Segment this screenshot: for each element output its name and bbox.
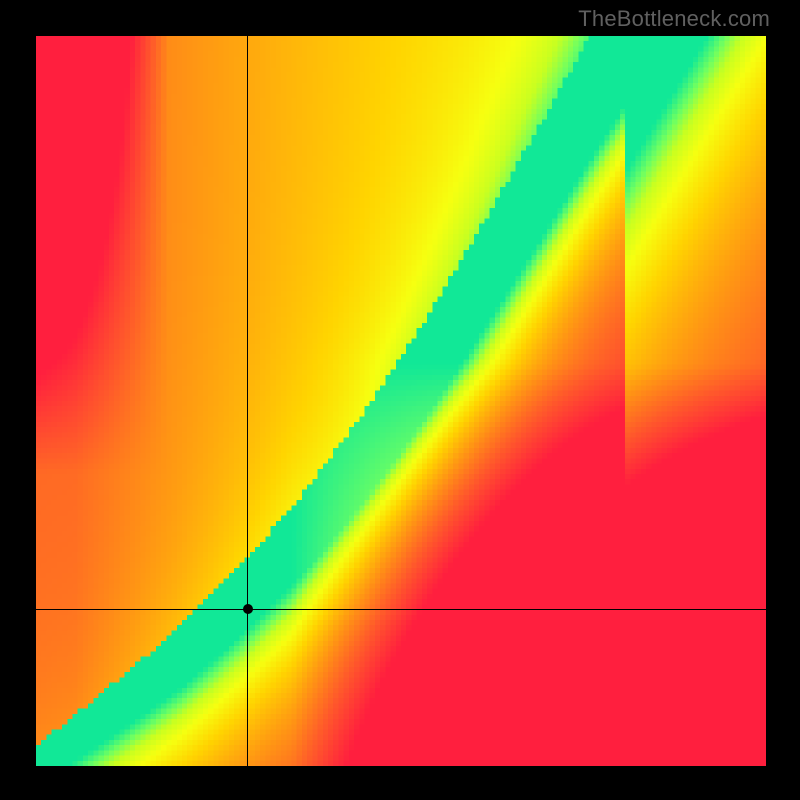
heatmap-frame — [36, 36, 766, 766]
bottleneck-heatmap — [36, 36, 766, 766]
chart-container: TheBottleneck.com — [0, 0, 800, 800]
crosshair-marker — [243, 604, 253, 614]
crosshair-vertical — [247, 36, 248, 766]
crosshair-horizontal — [36, 609, 766, 610]
watermark-text: TheBottleneck.com — [578, 6, 770, 32]
